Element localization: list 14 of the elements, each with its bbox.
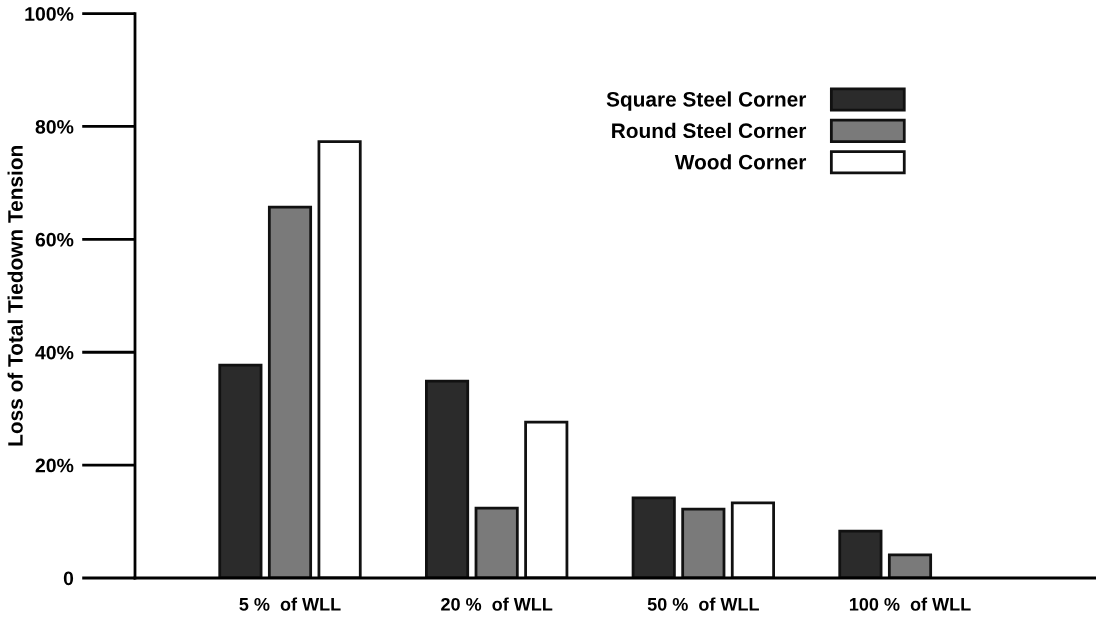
y-axis-title: Loss of Total Tiedown Tension	[7, 146, 23, 446]
y-tick-label: 20%	[35, 458, 74, 473]
y-tick-label: 100%	[25, 7, 74, 21]
x-tick-label: 50 % of WLL	[647, 597, 759, 611]
y-tick-label: 60%	[35, 232, 74, 247]
legend-label: Square Steel Corner	[606, 91, 807, 111]
x-tick-label: 5 % of WLL	[239, 597, 341, 611]
legend-label: Round Steel Corner	[612, 122, 807, 139]
y-tick-label: 40%	[35, 345, 74, 360]
x-tick-label: 20 % of WLL	[441, 597, 553, 611]
y-tick-label: 80%	[35, 119, 74, 134]
y-tick-label: 0	[63, 571, 74, 586]
x-tick-label: 100 % of WLL	[849, 597, 971, 611]
legend-label: Wood Corner	[674, 154, 807, 170]
